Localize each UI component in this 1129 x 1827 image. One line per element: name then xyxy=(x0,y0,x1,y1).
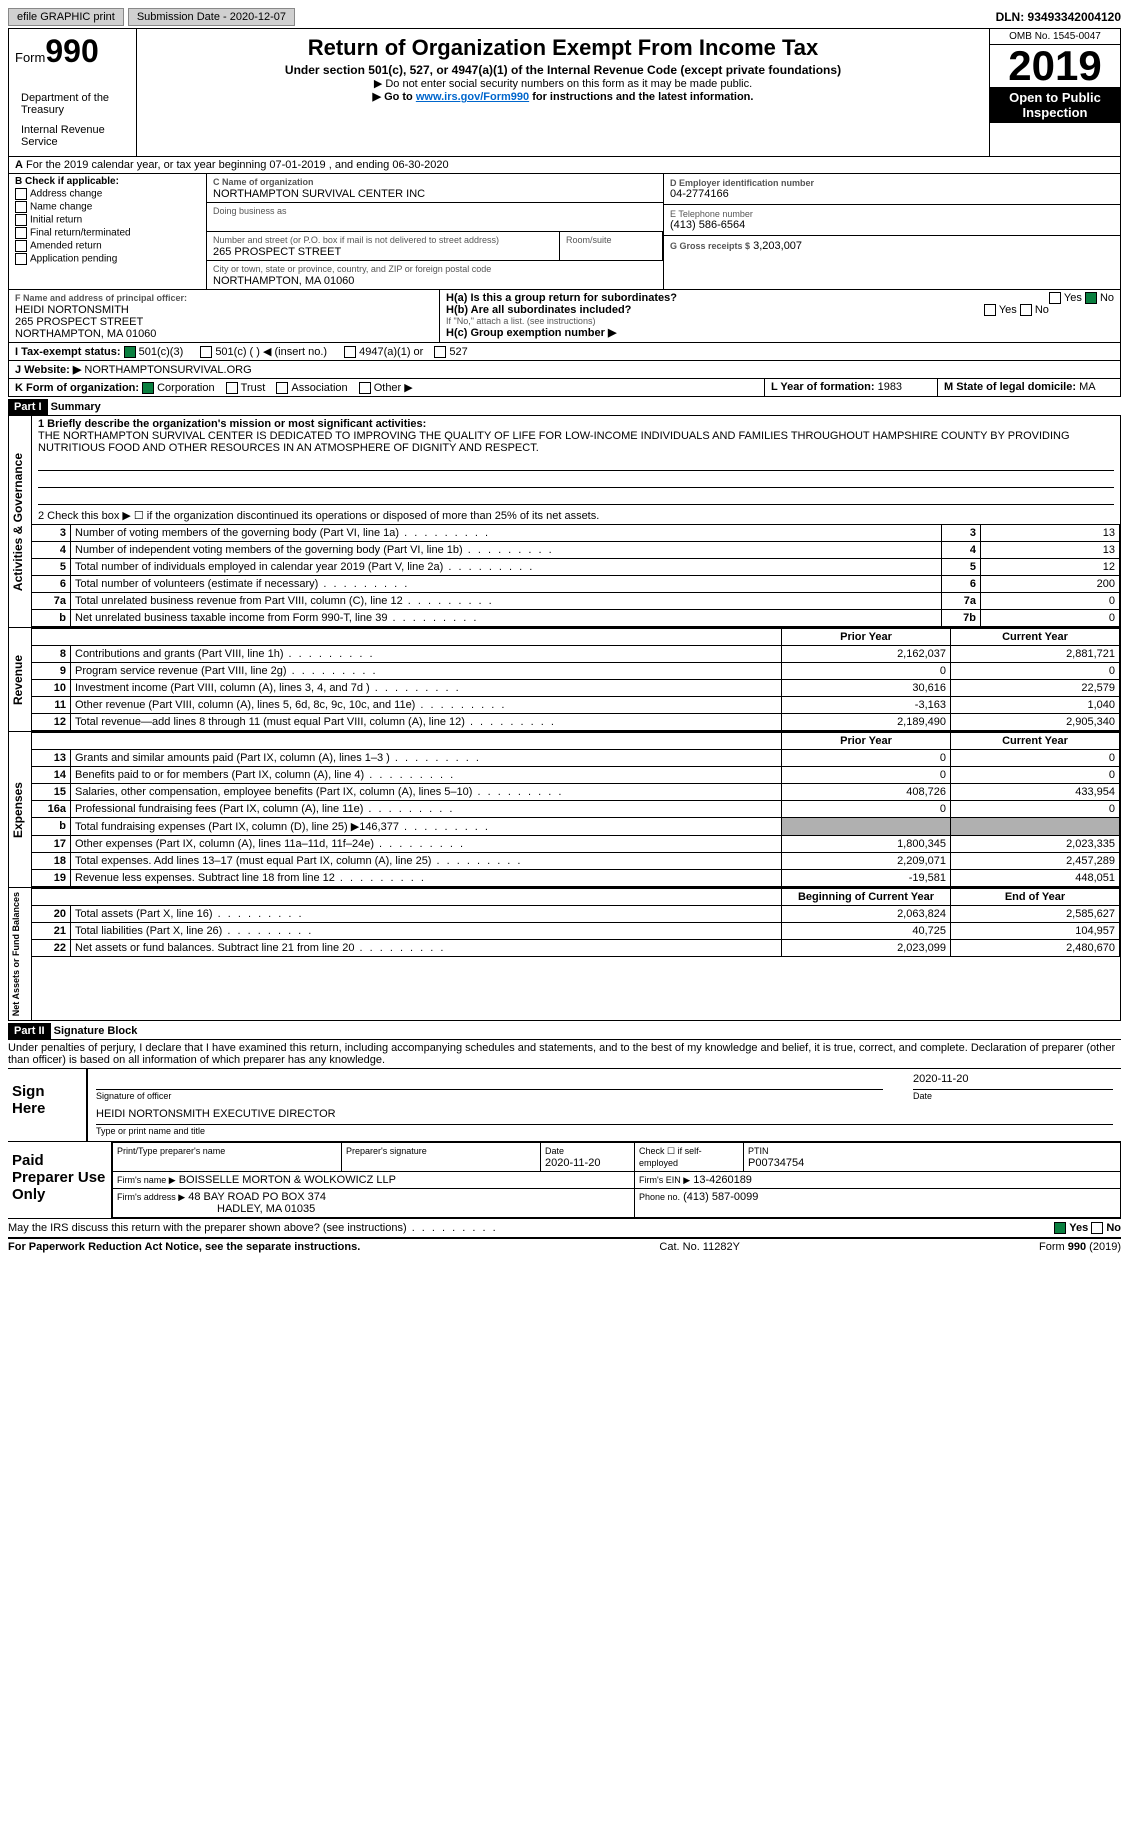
street: 265 PROSPECT STREET xyxy=(213,246,341,258)
revenue-table: Prior YearCurrent Year8Contributions and… xyxy=(32,628,1120,731)
footer-cat: Cat. No. 11282Y xyxy=(659,1241,740,1253)
expenses-table: Prior YearCurrent Year13Grants and simil… xyxy=(32,732,1120,887)
dln: DLN: 93493342004120 xyxy=(996,10,1121,24)
part1-bar: Part I xyxy=(8,399,48,415)
public-inspection: Open to Public Inspection xyxy=(990,87,1120,123)
dept: Department of the Treasury xyxy=(15,88,130,120)
firm-name: BOISSELLE MORTON & WOLKOWICZ LLP xyxy=(179,1174,396,1186)
footer-left: For Paperwork Reduction Act Notice, see … xyxy=(8,1241,360,1253)
officer-name: HEIDI NORTONSMITH xyxy=(15,304,129,316)
form-number: 990 xyxy=(45,33,98,69)
typed-name: HEIDI NORTONSMITH EXECUTIVE DIRECTOR xyxy=(96,1108,1113,1125)
irs-link[interactable]: www.irs.gov/Form990 xyxy=(416,91,529,103)
form-header: Form990 Department of the Treasury Inter… xyxy=(8,28,1121,157)
tax-year: 2019 xyxy=(990,45,1120,87)
mission-text: THE NORTHAMPTON SURVIVAL CENTER IS DEDIC… xyxy=(38,430,1114,454)
form-label: Form xyxy=(15,50,45,65)
form-subtitle: Under section 501(c), 527, or 4947(a)(1)… xyxy=(143,63,983,77)
declaration: Under penalties of perjury, I declare th… xyxy=(8,1040,1121,1069)
website: NORTHAMPTONSURVIVAL.ORG xyxy=(84,364,251,376)
gross-receipts: 3,203,007 xyxy=(753,240,802,252)
note1: ▶ Do not enter social security numbers o… xyxy=(143,77,983,90)
gov-label: Activities & Governance xyxy=(9,449,27,595)
submission-date: Submission Date - 2020-12-07 xyxy=(128,8,295,26)
ptin: P00734754 xyxy=(748,1157,804,1169)
governance-table: 3Number of voting members of the governi… xyxy=(32,524,1120,627)
ein: 04-2774166 xyxy=(670,188,1114,200)
footer-right: Form 990 (2019) xyxy=(1039,1241,1121,1253)
section-b: B Check if applicable: Address change Na… xyxy=(9,174,207,289)
part2-bar: Part II xyxy=(8,1023,51,1039)
telephone: (413) 586-6564 xyxy=(670,219,1114,231)
balance-table: Beginning of Current YearEnd of Year20To… xyxy=(32,888,1120,957)
org-name: NORTHAMPTON SURVIVAL CENTER INC xyxy=(213,188,425,200)
efile-button[interactable]: efile GRAPHIC print xyxy=(8,8,124,26)
topbar: efile GRAPHIC print Submission Date - 20… xyxy=(8,8,1121,26)
form-title: Return of Organization Exempt From Incom… xyxy=(143,35,983,61)
irs: Internal Revenue Service xyxy=(15,120,130,152)
period-line: A For the 2019 calendar year, or tax yea… xyxy=(9,157,455,173)
city: NORTHAMPTON, MA 01060 xyxy=(213,275,354,287)
